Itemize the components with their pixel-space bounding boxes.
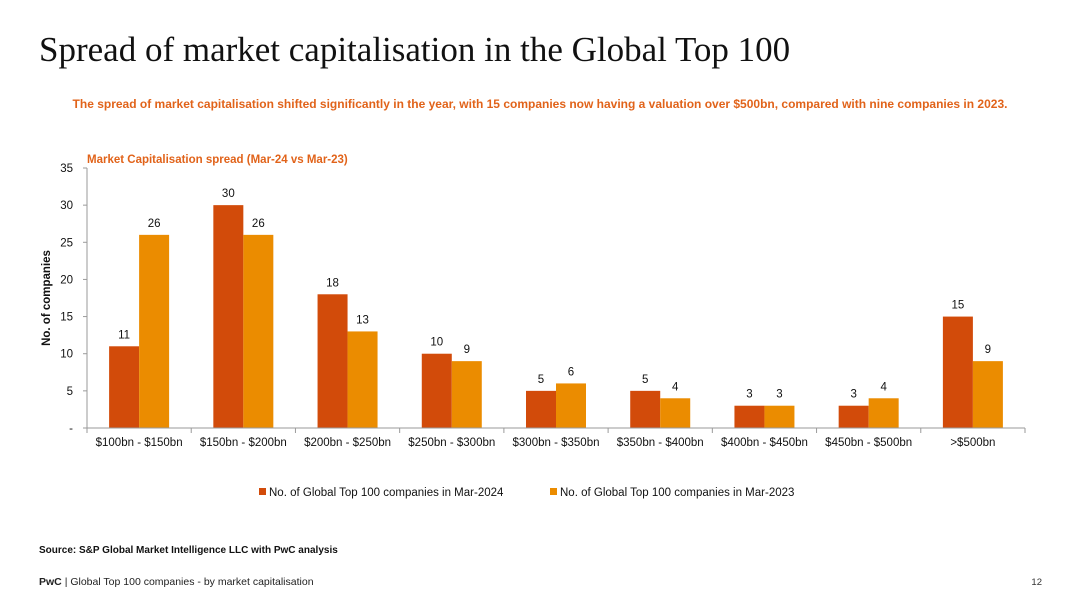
bar-mar-2024 xyxy=(838,405,869,428)
bar-mar-2023 xyxy=(139,234,170,428)
x-tick-label: $100bn - $150bn xyxy=(96,437,183,449)
y-tick-label: 25 xyxy=(60,237,73,249)
bar-mar-2023 xyxy=(972,361,1003,428)
y-tick-label: 35 xyxy=(60,163,73,175)
x-tick-label: $400bn - $450bn xyxy=(721,437,808,449)
source-note: Source: S&P Global Market Intelligence L… xyxy=(39,545,338,556)
x-tick-label: $450bn - $500bn xyxy=(825,437,912,449)
y-tick-label: 15 xyxy=(60,312,73,324)
bar-value-label: 3 xyxy=(746,389,752,401)
slide-subtitle: The spread of market capitalisation shif… xyxy=(72,97,1008,111)
bar-value-label: 3 xyxy=(850,389,856,401)
page-number: 12 xyxy=(1031,577,1042,588)
footer-text: Global Top 100 companies - by market cap… xyxy=(70,576,314,588)
bar-mar-2023 xyxy=(764,405,795,428)
bar-value-label: 30 xyxy=(222,188,235,200)
bar-mar-2024 xyxy=(317,294,348,428)
bar-value-label: 9 xyxy=(464,344,470,356)
y-tick-label: 20 xyxy=(60,274,73,286)
bar-mar-2023 xyxy=(451,361,482,428)
x-tick-label: $350bn - $400bn xyxy=(617,437,704,449)
slide-title: Spread of market capitalisation in the G… xyxy=(39,30,791,69)
bar-mar-2023 xyxy=(556,383,586,428)
bar-mar-2024 xyxy=(526,390,556,428)
bar-mar-2023 xyxy=(660,398,691,428)
bar-mar-2024 xyxy=(213,205,244,428)
bar-value-label: 13 xyxy=(356,314,369,326)
x-tick-label: $250bn - $300bn xyxy=(408,437,495,449)
bar-value-label: 11 xyxy=(118,329,130,341)
bar-value-label: 18 xyxy=(326,277,339,289)
chart-title: Market Capitalisation spread (Mar-24 vs … xyxy=(87,154,348,166)
bar-mar-2024 xyxy=(421,353,452,428)
bar-mar-2024 xyxy=(942,316,973,428)
bar-value-label: 4 xyxy=(672,381,679,393)
y-tick-label: - xyxy=(69,423,73,435)
footer: PwC | Global Top 100 companies - by mark… xyxy=(39,576,314,588)
y-tick-label: 5 xyxy=(67,386,73,398)
legend-swatch-mar-2024 xyxy=(259,488,266,495)
bar-value-label: 26 xyxy=(252,218,265,230)
y-tick-label: 10 xyxy=(60,349,73,361)
bar-value-label: 5 xyxy=(538,374,544,386)
bar-value-label: 3 xyxy=(776,389,782,401)
bar-value-label: 4 xyxy=(880,381,887,393)
bar-mar-2024 xyxy=(734,405,765,428)
bar-value-label: 9 xyxy=(985,344,991,356)
bar-value-label: 6 xyxy=(568,366,574,378)
footer-brand: PwC xyxy=(39,576,62,588)
footer-separator: | xyxy=(64,576,68,588)
bar-value-label: 26 xyxy=(148,218,161,230)
legend-label-mar-2024: No. of Global Top 100 companies in Mar-2… xyxy=(269,487,504,499)
bar-value-label: 10 xyxy=(430,337,443,349)
bar-mar-2023 xyxy=(243,234,274,428)
y-axis-label: No. of companies xyxy=(41,250,53,346)
x-tick-label: >$500bn xyxy=(950,437,995,449)
bar-mar-2024 xyxy=(630,390,661,428)
legend-swatch-mar-2023 xyxy=(550,488,557,495)
x-tick-label: $300bn - $350bn xyxy=(513,437,600,449)
x-tick-label: $200bn - $250bn xyxy=(304,437,391,449)
bar-mar-2024 xyxy=(109,346,140,428)
x-tick-label: $150bn - $200bn xyxy=(200,437,287,449)
legend-label-mar-2023: No. of Global Top 100 companies in Mar-2… xyxy=(560,487,794,499)
bar-mar-2023 xyxy=(868,398,899,428)
bar-mar-2023 xyxy=(347,331,378,428)
y-tick-label: 30 xyxy=(60,200,73,212)
bar-value-label: 5 xyxy=(642,374,648,386)
bar-value-label: 15 xyxy=(951,300,964,312)
